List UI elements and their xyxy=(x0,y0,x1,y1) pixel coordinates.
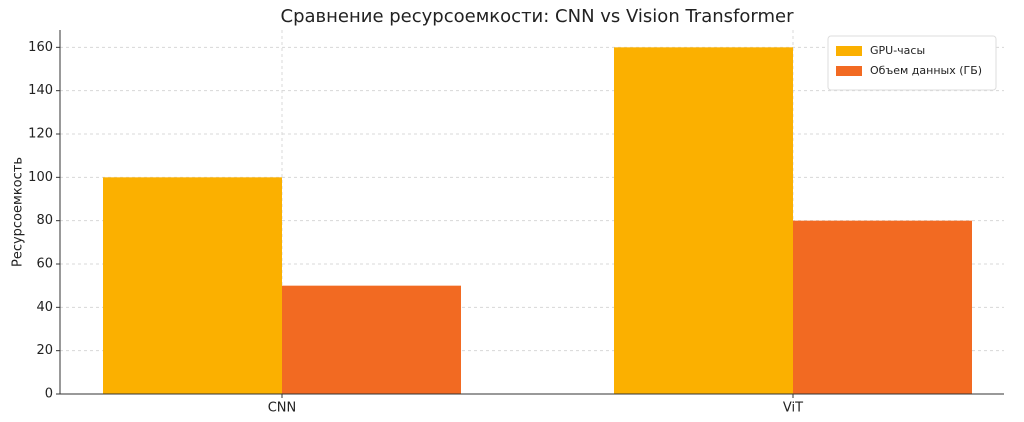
y-tick-label: 100 xyxy=(28,170,53,185)
y-tick-label: 160 xyxy=(28,40,53,55)
bar xyxy=(103,177,282,394)
legend-label: Объем данных (ГБ) xyxy=(870,64,982,77)
legend-label: GPU-часы xyxy=(870,44,925,57)
chart-title: Сравнение ресурсоемкости: CNN vs Vision … xyxy=(281,6,795,27)
bar xyxy=(282,285,461,394)
legend-swatch xyxy=(836,46,862,56)
y-tick-label: 120 xyxy=(28,127,53,142)
bar xyxy=(614,47,793,394)
legend-swatch xyxy=(836,66,862,76)
y-axis-label: Ресурсоемкость xyxy=(11,157,26,267)
y-tick-label: 60 xyxy=(36,257,53,272)
y-tick-label: 40 xyxy=(36,300,53,315)
y-tick-label: 0 xyxy=(45,387,53,402)
y-tick-label: 140 xyxy=(28,83,53,98)
bar xyxy=(793,220,972,394)
legend-box xyxy=(827,35,997,91)
y-tick-label: 80 xyxy=(36,213,53,228)
x-tick-label: ViT xyxy=(783,401,803,416)
y-tick-label: 20 xyxy=(36,343,53,358)
x-tick-label: CNN xyxy=(268,401,297,416)
